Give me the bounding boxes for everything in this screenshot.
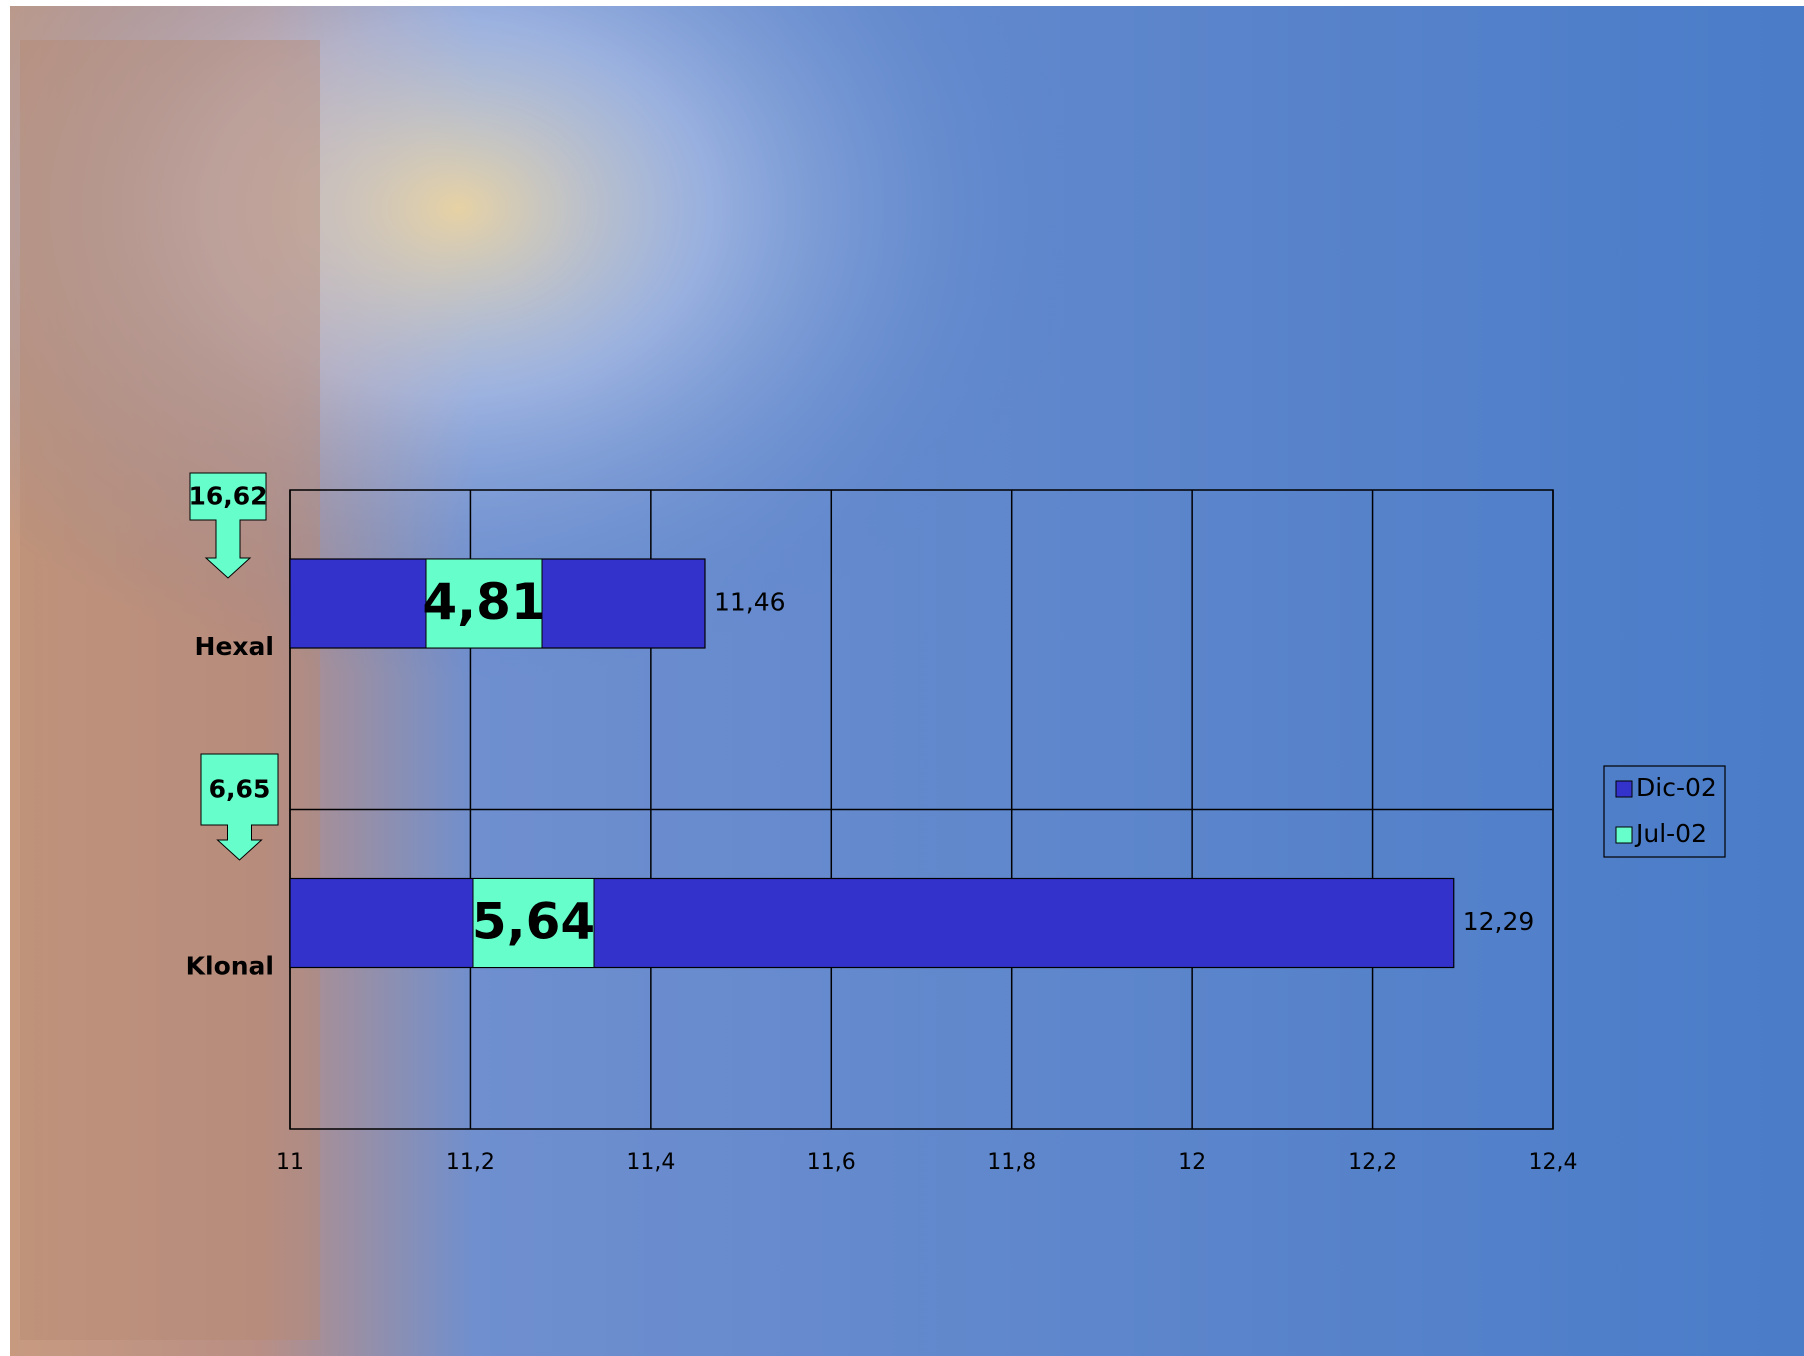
legend-box [1603,765,1726,858]
legend-label: Dic-02 [1636,773,1717,802]
value-label: 12,29 [1463,907,1535,936]
legend-swatch [1615,826,1633,844]
legend-label: Jul-02 [1634,819,1707,848]
x-tick-label: 11,2 [446,1150,495,1175]
x-tick-label: 11,4 [626,1150,675,1175]
callout-arrow [189,472,267,579]
building [20,40,320,1340]
callout-label: 16,62 [188,482,267,511]
callout-label: 6,65 [209,775,271,804]
x-tick-label: 12 [1178,1150,1206,1175]
value-label: 11,46 [714,588,786,617]
x-tick-label: 11 [276,1150,304,1175]
annotation: 5,64 [472,893,595,951]
x-tick-label: 11,8 [987,1150,1036,1175]
annotation: 4,81 [422,573,545,631]
annotation-box [472,878,595,968]
x-tick-label: 11,6 [807,1150,856,1175]
callout-arrow [200,753,279,861]
background-glow [10,6,1804,1356]
category-label: Hexal [195,632,274,661]
x-tick-label: 12,2 [1348,1150,1397,1175]
x-tick-label: 12,4 [1529,1150,1578,1175]
annotation-box [425,558,543,649]
category-label: Klonal [186,952,274,981]
legend-swatch [1615,780,1633,798]
bar [289,877,1455,969]
